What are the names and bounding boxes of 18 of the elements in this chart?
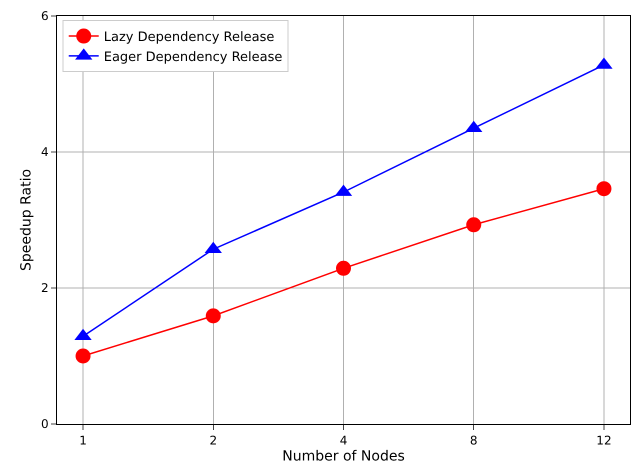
x-tick-label: 4 xyxy=(340,433,348,448)
x-tick-label: 12 xyxy=(596,433,612,448)
point xyxy=(466,217,482,232)
x-tick-label: 2 xyxy=(209,433,218,448)
legend-label: Lazy Dependency Release xyxy=(104,30,274,46)
x-tick-label: 1 xyxy=(79,433,87,448)
y-axis-title: Speedup Ratio xyxy=(18,168,35,272)
y-tick-label: 4 xyxy=(40,145,49,160)
y-tick-label: 6 xyxy=(40,9,49,24)
y-tick-label: 2 xyxy=(40,281,49,296)
legend-label: Eager Dependency Release xyxy=(104,50,282,65)
x-tick-label: 8 xyxy=(470,433,478,448)
point xyxy=(336,260,351,276)
y-tick-label: 0 xyxy=(40,417,49,432)
x-axis-title: Number of Nodes xyxy=(282,448,405,465)
point xyxy=(76,348,91,364)
point xyxy=(596,181,612,196)
point xyxy=(206,308,221,324)
